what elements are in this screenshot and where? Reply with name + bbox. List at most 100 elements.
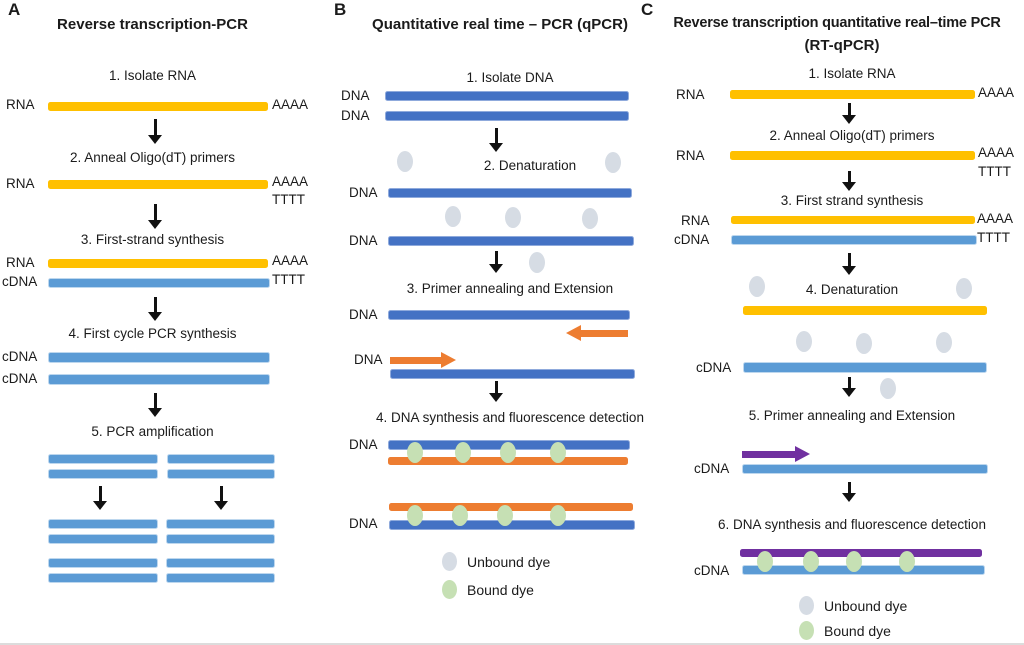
legend-bound-label: Bound dye (824, 622, 891, 639)
cdna-strand-bar (48, 278, 270, 288)
cdna-strand-bar (48, 534, 158, 544)
strand-label-cdna: cDNA (2, 274, 38, 289)
bound-dye-icon (803, 551, 819, 572)
strand-label-rna: RNA (6, 255, 35, 270)
strand-label-rna: RNA (6, 97, 35, 112)
primer-strand-bar-orange (389, 503, 633, 511)
dna-strand-bar (389, 520, 635, 530)
rna-strand-bar (48, 259, 268, 268)
rna-strand-bar (730, 90, 975, 99)
bound-dye-icon (497, 505, 513, 526)
dna-strand-bar (388, 188, 632, 198)
cdna-strand-bar (167, 469, 275, 479)
step-label: 5. PCR amplification (91, 424, 214, 439)
strand-label-cdna: cDNA (2, 371, 38, 386)
step-label: 4. DNA synthesis and fluorescence detect… (376, 410, 644, 425)
unbound-dye-icon (796, 331, 812, 352)
legend-unbound: Unbound dye (799, 596, 907, 615)
polya-label: AAAA (978, 85, 1015, 100)
strand-label-dna: DNA (349, 233, 378, 248)
unbound-dye-icon (442, 552, 457, 571)
polya-label: AAAA (272, 97, 309, 112)
strand-label-dna: DNA (349, 437, 378, 452)
unbound-dye-icon (605, 152, 621, 173)
down-arrow-icon (489, 251, 503, 273)
cdna-strand-bar (48, 558, 158, 568)
forward-primer-arrow-icon (390, 352, 456, 368)
step-label: 5. Primer annealing and Extension (748, 408, 956, 423)
polya-label: AAAA (272, 174, 309, 189)
step-label: 1. Isolate RNA (108, 68, 197, 83)
bound-dye-icon (407, 505, 423, 526)
unbound-dye-icon (397, 151, 413, 172)
down-arrow-icon (93, 486, 107, 510)
bound-dye-icon (846, 551, 862, 572)
cdna-strand-bar (731, 235, 977, 245)
polya-label: AAAA (977, 211, 1014, 226)
rna-strand-bar (743, 306, 987, 315)
strand-label-cdna: cDNA (694, 563, 730, 578)
strand-label-rna: RNA (676, 148, 705, 163)
rna-strand-bar (48, 102, 268, 111)
bound-dye-icon (455, 442, 471, 463)
legend-bound-label: Bound dye (467, 581, 534, 598)
cdna-strand-bar (166, 519, 275, 529)
down-arrow-icon (842, 103, 856, 124)
legend-unbound-label: Unbound dye (467, 553, 551, 570)
legend-bound: Bound dye (442, 580, 534, 599)
cdna-strand-bar (48, 374, 270, 385)
down-arrow-icon (148, 119, 162, 144)
strand-label-cdna: cDNA (2, 349, 38, 364)
cdna-strand-bar (166, 558, 275, 568)
step-label: 3. First strand synthesis (780, 193, 924, 208)
cdna-strand-bar (48, 469, 158, 479)
panel-b-label: B (334, 0, 347, 19)
bound-dye-icon (407, 442, 423, 463)
dna-strand-bar (388, 236, 634, 246)
unbound-dye-icon (880, 378, 896, 399)
down-arrow-icon (148, 393, 162, 417)
unbound-dye-icon (505, 207, 521, 228)
unbound-dye-icon (445, 206, 461, 227)
rna-strand-bar (48, 180, 268, 189)
down-arrow-icon (148, 297, 162, 321)
strand-label-rna: RNA (681, 213, 710, 228)
unbound-dye-icon (582, 208, 598, 229)
cdna-strand-bar (743, 362, 987, 373)
dna-strand-bar (385, 91, 629, 101)
strand-label-dna: DNA (349, 516, 378, 531)
cdna-strand-bar (48, 454, 158, 464)
panel-b-title: Quantitative real time – PCR (qPCR) (372, 16, 628, 33)
step-label: 2. Denaturation (483, 158, 577, 173)
step-label: 3. First-strand synthesis (80, 232, 225, 247)
strand-label-dna: DNA (354, 352, 383, 367)
strand-label-cdna: cDNA (694, 461, 730, 476)
dna-strand-bar (390, 369, 635, 379)
polyt-label: TTTT (272, 272, 305, 287)
cdna-strand-bar (742, 565, 985, 575)
bound-dye-icon (452, 505, 468, 526)
rna-strand-bar (731, 216, 975, 224)
strand-label-rna: RNA (6, 176, 35, 191)
panel-c-title: Reverse transcription quantitative real–… (673, 15, 1001, 31)
bound-dye-icon (899, 551, 915, 572)
down-arrow-icon (489, 128, 503, 152)
bound-dye-icon (500, 442, 516, 463)
strand-label-dna: DNA (349, 307, 378, 322)
step-label: 2. Anneal Oligo(dT) primers (769, 128, 935, 143)
down-arrow-icon (489, 381, 503, 402)
panel-a-label: A (8, 0, 21, 19)
legend-unbound: Unbound dye (442, 552, 550, 571)
cdna-strand-bar (48, 519, 158, 529)
down-arrow-icon (214, 486, 228, 510)
legend-unbound-label: Unbound dye (824, 597, 908, 614)
reverse-primer-arrow-icon (566, 325, 628, 341)
step-label: 1. Isolate DNA (466, 70, 554, 85)
step-label: 1. Isolate RNA (808, 66, 896, 81)
unbound-dye-icon (856, 333, 872, 354)
down-arrow-icon (842, 171, 856, 191)
unbound-dye-icon (749, 276, 765, 297)
down-arrow-icon (148, 204, 162, 229)
dna-strand-bar (385, 111, 629, 121)
